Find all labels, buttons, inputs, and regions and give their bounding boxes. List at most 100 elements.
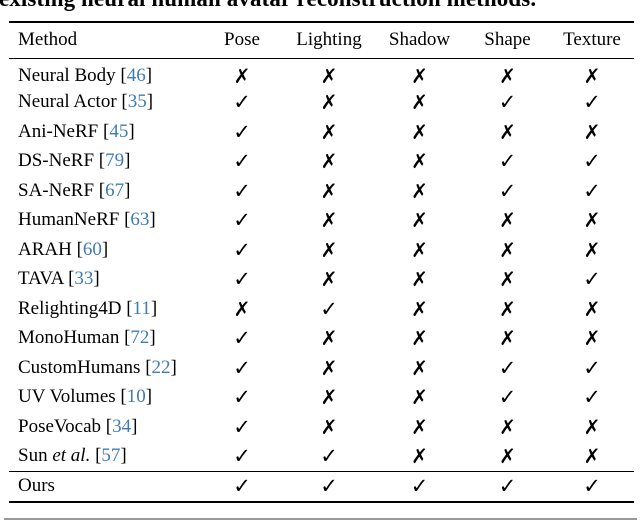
header-shadow: Shadow: [374, 22, 465, 59]
header-lighting: Lighting: [284, 22, 374, 59]
citation-link[interactable]: 72: [130, 327, 150, 349]
table-row: CustomHumans [22] ✓ ✗ ✗ ✓ ✓: [9, 353, 634, 383]
cross-mark-icon: ✗: [499, 326, 516, 351]
cross-mark-icon: ✗: [583, 414, 601, 439]
cross-mark-icon: ✗: [233, 63, 251, 88]
check-mark-icon: ✓: [583, 90, 601, 115]
citation-link[interactable]: 22: [151, 356, 171, 378]
cross-mark-icon: ✗: [411, 63, 428, 88]
cross-mark-icon: ✗: [499, 296, 516, 321]
cross-mark-icon: ✗: [499, 267, 516, 292]
header-method: Method: [9, 22, 200, 59]
method-cell: Ani-NeRF [45]: [18, 120, 135, 142]
cross-mark-icon: ✗: [320, 208, 338, 233]
table-row: UV Volumes [10] ✓ ✗ ✗ ✓ ✓: [9, 383, 634, 413]
cross-mark-icon: ✗: [411, 267, 428, 292]
check-mark-icon: ✓: [498, 149, 517, 174]
check-mark-icon: ✓: [233, 90, 251, 115]
cross-mark-icon: ✗: [320, 355, 338, 380]
citation-link[interactable]: 10: [126, 386, 146, 408]
cross-mark-icon: ✗: [411, 385, 428, 410]
cross-mark-icon: ✗: [583, 208, 601, 233]
method-name: Ani-NeRF: [18, 120, 99, 142]
cross-mark-icon: ✗: [411, 90, 428, 115]
cross-mark-icon: ✗: [499, 208, 516, 233]
table-row: MonoHuman [72] ✓ ✗ ✗ ✗ ✗: [9, 324, 634, 354]
cross-mark-icon: ✗: [499, 444, 516, 468]
method-cell: SA-NeRF [67]: [18, 179, 131, 201]
cross-mark-icon: ✗: [320, 414, 338, 439]
check-mark-icon: ✓: [583, 355, 601, 380]
check-mark-icon: ✓: [498, 355, 517, 380]
cross-mark-icon: ✗: [233, 296, 251, 321]
citation-link[interactable]: 67: [105, 179, 125, 201]
citation-link[interactable]: 34: [112, 415, 132, 437]
cross-mark-icon: ✗: [499, 237, 516, 262]
method-cell: DS-NeRF [79]: [18, 150, 131, 172]
method-etal: et al.: [52, 445, 91, 466]
citation-link[interactable]: 57: [101, 445, 121, 466]
method-cell: PoseVocab [34]: [18, 415, 138, 437]
citation-link[interactable]: 33: [74, 268, 94, 290]
citation-link[interactable]: 79: [105, 150, 125, 172]
table-row: HumanNeRF [63] ✓ ✗ ✗ ✗ ✗: [9, 206, 634, 236]
check-mark-icon: ✓: [233, 267, 251, 292]
table-row: Ani-NeRF [45] ✓ ✗ ✗ ✗ ✗: [9, 117, 634, 147]
check-mark-icon: ✓: [583, 149, 601, 174]
check-mark-icon: ✓: [320, 296, 338, 321]
check-mark-icon: ✓: [583, 385, 601, 410]
method-name: ARAH: [18, 238, 72, 260]
check-mark-icon: ✓: [233, 385, 251, 410]
cross-mark-icon: ✗: [583, 444, 601, 468]
table-row: Sun et al. [57] ✓ ✓ ✗ ✗ ✗: [9, 442, 634, 472]
check-mark-icon: ✓: [284, 470, 374, 502]
check-mark-icon: ✓: [550, 470, 634, 502]
cross-mark-icon: ✗: [320, 237, 338, 262]
header-pose: Pose: [200, 22, 284, 59]
check-mark-icon: ✓: [498, 90, 517, 115]
cross-mark-icon: ✗: [583, 119, 601, 144]
check-mark-icon: ✓: [374, 470, 465, 502]
citation-link[interactable]: 63: [130, 209, 150, 231]
header-texture: Texture: [550, 22, 634, 59]
check-mark-icon: ✓: [233, 149, 251, 174]
check-mark-icon: ✓: [498, 385, 517, 410]
check-mark-icon: ✓: [233, 444, 251, 468]
method-name: Sun: [18, 445, 48, 466]
method-name: DS-NeRF: [18, 150, 95, 172]
cross-mark-icon: ✗: [411, 296, 428, 321]
method-name: SA-NeRF: [18, 179, 95, 201]
method-name: CustomHumans: [18, 356, 141, 378]
cross-mark-icon: ✗: [583, 237, 601, 262]
method-cell: MonoHuman [72]: [18, 327, 156, 349]
bottom-faint-line: [4, 518, 637, 520]
cross-mark-icon: ✗: [320, 267, 338, 292]
check-mark-icon: ✓: [498, 178, 517, 203]
check-mark-icon: ✓: [233, 414, 251, 439]
table-row: Neural Body [46] ✗ ✗ ✗ ✗ ✗: [9, 58, 634, 88]
check-mark-icon: ✓: [320, 444, 338, 468]
cross-mark-icon: ✗: [411, 119, 428, 144]
method-name: Relighting4D: [18, 297, 122, 319]
citation-link[interactable]: 60: [82, 238, 102, 260]
cross-mark-icon: ✗: [499, 119, 516, 144]
table-row: Relighting4D [11] ✗ ✓ ✗ ✗ ✗: [9, 294, 634, 324]
check-mark-icon: ✓: [233, 237, 251, 262]
table-caption: existing neural human avatar reconstruct…: [0, 0, 536, 12]
cross-mark-icon: ✗: [320, 63, 338, 88]
method-cell: HumanNeRF [63]: [18, 209, 156, 231]
table-body: Neural Body [46] ✗ ✗ ✗ ✗ ✗ Neural Actor [35] ✓ ✗…: [9, 58, 634, 502]
check-mark-icon: ✓: [583, 178, 601, 203]
citation-link[interactable]: 45: [109, 120, 129, 142]
method-cell: UV Volumes [10]: [18, 386, 153, 408]
citation-link[interactable]: 11: [132, 297, 151, 319]
table-row: ARAH [60] ✓ ✗ ✗ ✗ ✗: [9, 235, 634, 265]
cross-mark-icon: ✗: [320, 326, 338, 351]
method-cell: Sun et al. [57]: [18, 445, 127, 466]
citation-link[interactable]: 35: [127, 91, 147, 113]
method-name: UV Volumes: [18, 386, 116, 408]
citation-link[interactable]: 46: [126, 64, 146, 86]
cross-mark-icon: ✗: [411, 178, 428, 203]
table-row: TAVA [33] ✓ ✗ ✗ ✗ ✓: [9, 265, 634, 295]
